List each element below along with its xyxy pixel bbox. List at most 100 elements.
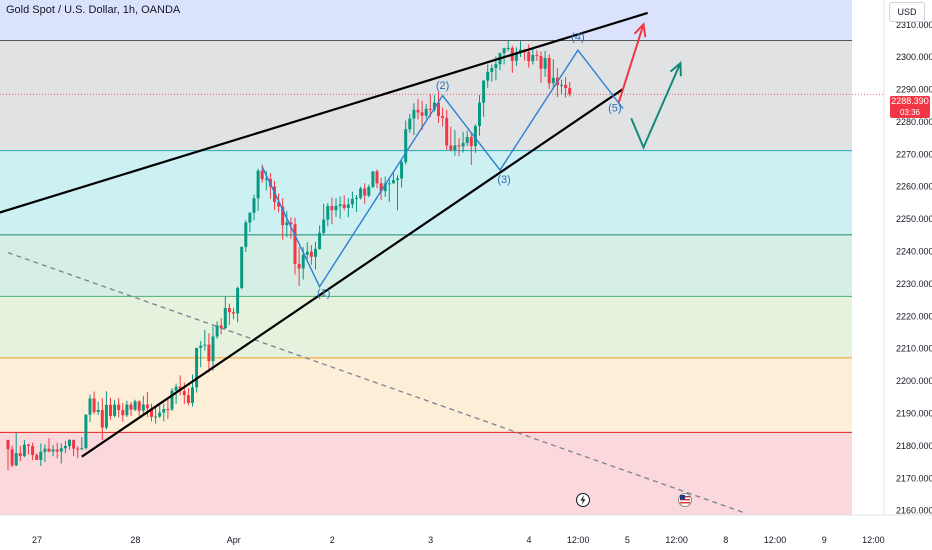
arrow-head-1 <box>669 61 682 77</box>
price-tick-5: 2210.000 <box>896 344 932 354</box>
candle-body-17 <box>76 448 80 450</box>
candle-body-37 <box>158 412 162 417</box>
time-tick-3: 2 <box>330 535 335 545</box>
candle-body-28 <box>121 410 125 416</box>
candle-body-35 <box>150 408 153 417</box>
time-tick-0: 27 <box>32 535 42 545</box>
candle-body-105 <box>437 102 440 116</box>
bar-countdown: 03:36 <box>899 108 921 117</box>
candle-body-116 <box>482 80 486 103</box>
candle-body-86 <box>359 188 363 198</box>
candle-body-89 <box>371 171 375 187</box>
candle-body-107 <box>445 117 449 146</box>
dashed-trendline <box>7 252 747 514</box>
candle-body-136 <box>564 84 568 89</box>
wave-path: (1) (2) (3) (4) (5) <box>261 31 624 299</box>
candle-body-54 <box>227 308 231 313</box>
zone-3 <box>0 234 852 297</box>
candle-body-117 <box>486 71 490 81</box>
time-tick-4: 3 <box>428 535 433 545</box>
zone-1 <box>0 40 852 151</box>
candle-body-58 <box>244 222 248 247</box>
candle-body-22 <box>96 410 100 412</box>
candle-body-59 <box>248 212 252 223</box>
candle-body-57 <box>240 246 244 288</box>
wave-label-3: (4) <box>571 31 584 43</box>
channel-lower-line <box>81 88 624 458</box>
candle-body-103 <box>428 108 432 110</box>
candle-body-79 <box>330 206 334 211</box>
candle-body-137 <box>568 88 572 95</box>
candle-body-104 <box>432 102 436 110</box>
time-tick-9: 8 <box>723 535 728 545</box>
lightning-icon[interactable] <box>576 493 590 507</box>
candle-body-82 <box>342 204 346 208</box>
candle-body-77 <box>322 219 326 233</box>
candle-body-21 <box>92 398 96 412</box>
candle-body-53 <box>223 308 227 329</box>
candle-body-118 <box>490 68 494 72</box>
candle-body-97 <box>404 129 408 162</box>
price-tick-8: 2240.000 <box>896 247 932 257</box>
price-tick-14: 2300.000 <box>896 52 932 62</box>
candle-body-5 <box>27 444 30 447</box>
candle-body-40 <box>170 390 174 410</box>
wave-label-2: (3) <box>497 174 510 186</box>
candle-body-94 <box>391 180 395 184</box>
candle-body-135 <box>560 84 563 86</box>
dashed-trendline <box>7 252 747 514</box>
candle-body-55 <box>232 312 235 314</box>
candle-body-69 <box>289 222 293 225</box>
candle-body-3 <box>18 453 22 457</box>
candle-body-18 <box>80 447 84 449</box>
current-price-badge: 2288.390 03:36 <box>890 96 930 118</box>
fib-zones <box>0 0 852 515</box>
time-tick-7: 5 <box>625 535 630 545</box>
time-tick-10: 12:00 <box>764 535 787 545</box>
candle-body-122 <box>506 47 510 49</box>
candle-body-113 <box>469 137 473 147</box>
candle-body-83 <box>346 204 350 208</box>
candle-body-12 <box>55 449 59 452</box>
arrow-head-0 <box>633 22 647 38</box>
candle-body-71 <box>297 263 301 269</box>
candle-body-131 <box>543 57 547 69</box>
candle-body-87 <box>363 188 367 196</box>
candles <box>6 40 572 471</box>
price-tick-6: 2220.000 <box>896 311 932 321</box>
candle-body-9 <box>43 448 47 452</box>
price-tick-11: 2270.000 <box>896 149 932 159</box>
time-tick-2: Apr <box>227 535 241 545</box>
channel-lines <box>0 11 648 458</box>
us-flag-icon[interactable] <box>678 493 692 507</box>
candle-body-101 <box>420 112 424 116</box>
wave-label-4: (5) <box>608 103 621 115</box>
price-tick-15: 2310.000 <box>896 20 932 30</box>
candle-body-65 <box>273 186 276 203</box>
candle-body-80 <box>334 206 338 211</box>
candle-body-119 <box>494 64 498 69</box>
zone-4 <box>0 296 852 358</box>
candle-body-66 <box>277 202 281 207</box>
candle-body-48 <box>203 344 207 346</box>
candle-body-49 <box>207 344 211 362</box>
price-tick-10: 2260.000 <box>896 182 932 192</box>
candle-body-52 <box>219 325 223 329</box>
time-tick-12: 12:00 <box>862 535 885 545</box>
candle-body-114 <box>473 125 477 147</box>
candle-body-95 <box>396 178 399 181</box>
price-tick-12: 2280.000 <box>896 117 932 127</box>
price-tick-7: 2230.000 <box>896 279 932 289</box>
candle-body-44 <box>186 395 190 403</box>
price-tick-13: 2290.000 <box>896 85 932 95</box>
candle-body-38 <box>162 409 166 413</box>
candle-body-60 <box>252 198 256 213</box>
price-tick-4: 2200.000 <box>896 376 932 386</box>
arrow-shaft-0 <box>617 23 645 103</box>
candle-body-46 <box>195 347 199 388</box>
candle-body-67 <box>281 206 285 226</box>
candle-body-43 <box>182 390 186 396</box>
currency-button[interactable]: USD <box>889 2 925 22</box>
channel-upper-line <box>0 11 648 214</box>
